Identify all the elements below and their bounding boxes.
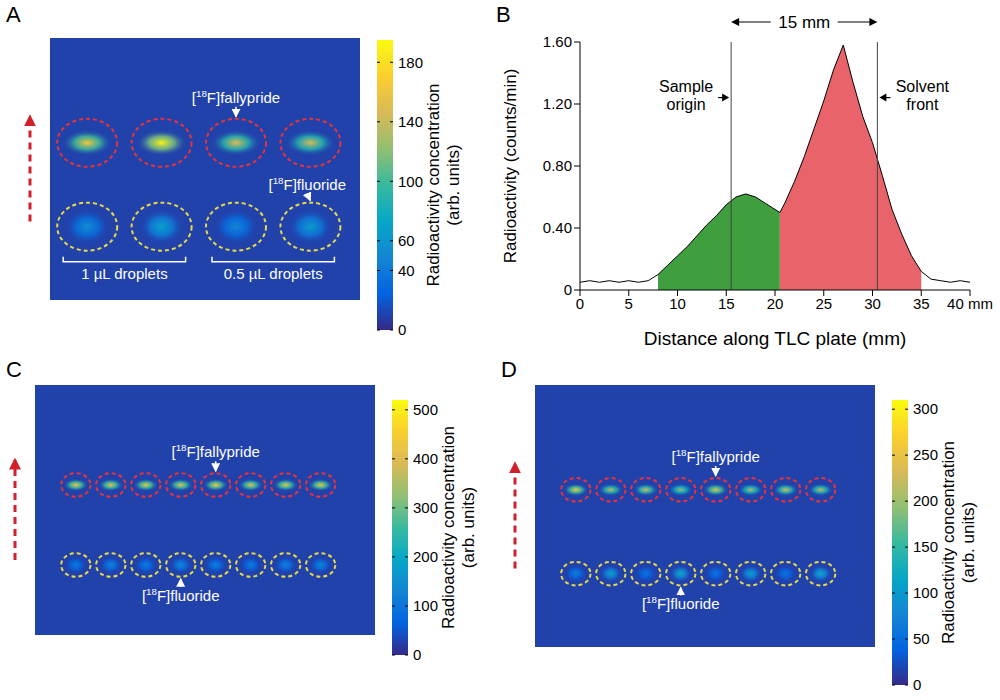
svg-text:[18F]fluoride: [18F]fluoride xyxy=(142,586,220,604)
svg-text:60: 60 xyxy=(398,232,415,249)
svg-text:300: 300 xyxy=(913,400,938,417)
svg-text:150: 150 xyxy=(913,538,938,555)
svg-text:C: C xyxy=(6,357,22,382)
html-text:B: B xyxy=(496,2,511,27)
svg-text:Distance along TLC plate (mm): Distance along TLC plate (mm) xyxy=(644,328,907,349)
svg-text:front: front xyxy=(906,96,939,113)
svg-text:180: 180 xyxy=(398,54,423,71)
svg-text:[18F]fallypride: [18F]fallypride xyxy=(171,442,259,460)
svg-text:250: 250 xyxy=(913,446,938,463)
svg-text:[18F]fluoride: [18F]fluoride xyxy=(642,594,720,612)
svg-text:Radioactivity concentration: Radioactivity concentration xyxy=(424,83,443,286)
svg-text:140: 140 xyxy=(398,113,423,130)
svg-text:200: 200 xyxy=(413,548,438,565)
svg-text:15: 15 xyxy=(718,295,735,312)
svg-text:35: 35 xyxy=(913,295,930,312)
svg-text:[18F]fallypride: [18F]fallypride xyxy=(192,88,280,106)
svg-text:300: 300 xyxy=(413,499,438,516)
svg-text:[18F]fallypride: [18F]fallypride xyxy=(671,447,759,465)
svg-text:40: 40 xyxy=(398,262,415,279)
svg-text:1.20: 1.20 xyxy=(543,95,572,112)
svg-text:(arb. units): (arb. units) xyxy=(459,487,478,568)
svg-text:100: 100 xyxy=(913,584,938,601)
svg-text:0: 0 xyxy=(913,676,921,693)
svg-text:(arb. units): (arb. units) xyxy=(444,144,463,225)
svg-text:Solvent: Solvent xyxy=(896,78,950,95)
svg-text:origin: origin xyxy=(667,96,706,113)
svg-text:[18F]fluoride: [18F]fluoride xyxy=(268,175,346,193)
svg-text:1 µL droplets: 1 µL droplets xyxy=(81,265,167,282)
svg-text:20: 20 xyxy=(767,295,784,312)
svg-text:0: 0 xyxy=(413,646,421,663)
svg-text:(arb. units): (arb. units) xyxy=(959,502,978,583)
svg-text:400: 400 xyxy=(413,450,438,467)
svg-text:25: 25 xyxy=(815,295,832,312)
svg-text:40 mm: 40 mm xyxy=(947,295,993,312)
svg-text:Sample: Sample xyxy=(659,78,713,95)
svg-text:0.80: 0.80 xyxy=(543,157,572,174)
svg-text:100: 100 xyxy=(398,173,423,190)
svg-text:200: 200 xyxy=(913,492,938,509)
svg-text:30: 30 xyxy=(864,295,881,312)
svg-text:5: 5 xyxy=(625,295,633,312)
svg-text:0.40: 0.40 xyxy=(543,219,572,236)
svg-text:1.60: 1.60 xyxy=(543,33,572,50)
svg-text:0: 0 xyxy=(576,295,584,312)
svg-text:Radioactivity concentration: Radioactivity concentration xyxy=(939,441,958,644)
svg-text:15 mm: 15 mm xyxy=(778,13,830,32)
svg-text:100: 100 xyxy=(413,597,438,614)
svg-text:D: D xyxy=(501,357,517,382)
svg-text:10: 10 xyxy=(669,295,686,312)
svg-text:Radioactivity (counts/min): Radioactivity (counts/min) xyxy=(501,69,520,264)
svg-text:50: 50 xyxy=(913,630,930,647)
svg-text:500: 500 xyxy=(413,401,438,418)
svg-text:0: 0 xyxy=(398,321,406,338)
svg-text:Radioactivity concentration: Radioactivity concentration xyxy=(439,426,458,629)
svg-text:A: A xyxy=(6,2,21,27)
svg-text:0.5 µL droplets: 0.5 µL droplets xyxy=(224,265,323,282)
svg-text:0: 0 xyxy=(564,281,572,298)
